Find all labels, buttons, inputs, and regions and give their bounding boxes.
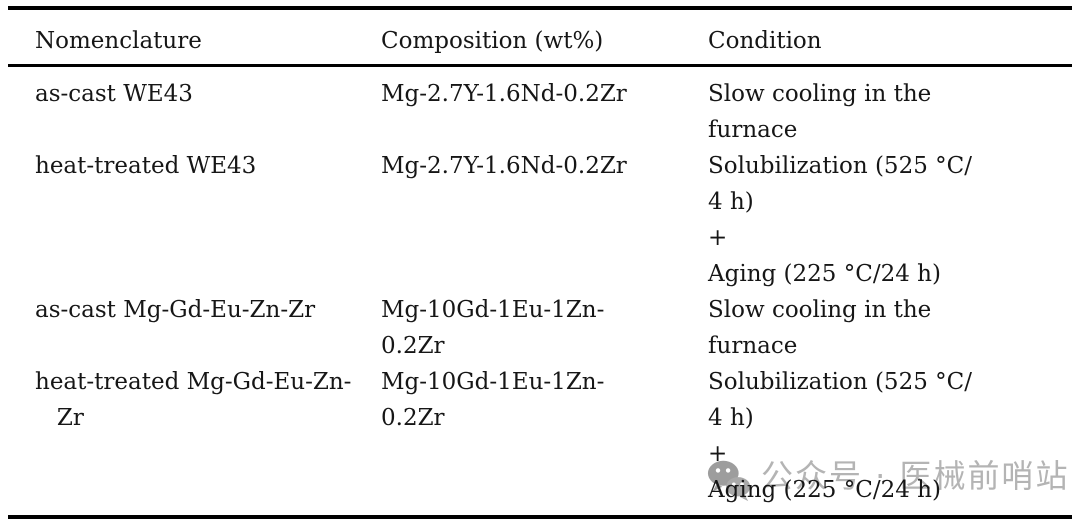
cell-nomenclature: as-cast Mg-Gd-Eu-Zn-Zr <box>35 297 316 323</box>
cell-composition: Mg-10Gd-1Eu-1Zn- 0.2Zr <box>381 297 605 359</box>
cell-condition: Solubilization (525 °C/ 4 h) + Aging (22… <box>708 153 972 287</box>
table-row: as-cast WE43 Mg-2.7Y-1.6Nd-0.2Zr Slow cool… <box>8 66 1072 149</box>
table-header-row: Nomenclature Composition (wt%) Condition <box>8 8 1072 67</box>
watermark-text: 公众号 · 医械前哨站 <box>761 457 1070 495</box>
materials-table: Nomenclature Composition (wt%) Condition… <box>8 6 1072 519</box>
cell-nomenclature: heat-treated Mg-Gd-Eu-Zn- Zr <box>35 369 352 431</box>
header-condition: Condition <box>708 8 1072 67</box>
cell-nomenclature: heat-treated WE43 <box>35 153 257 179</box>
header-nomenclature: Nomenclature <box>8 8 381 67</box>
table-row: as-cast Mg-Gd-Eu-Zn-Zr Mg-10Gd-1Eu-1Zn- 0… <box>8 292 1072 364</box>
watermark: 公众号 · 医械前哨站 <box>706 452 1070 508</box>
cell-nomenclature: as-cast WE43 <box>35 81 193 107</box>
cell-condition: Slow cooling in the furnace <box>708 297 932 359</box>
cell-composition: Mg-2.7Y-1.6Nd-0.2Zr <box>381 81 627 107</box>
cell-composition: Mg-10Gd-1Eu-1Zn- 0.2Zr <box>381 369 605 431</box>
table-body: as-cast WE43 Mg-2.7Y-1.6Nd-0.2Zr Slow cool… <box>8 66 1072 518</box>
table-row: heat-treated Mg-Gd-Eu-Zn- Zr Mg-10Gd-1Eu-… <box>8 364 1072 517</box>
table-row: heat-treated WE43 Mg-2.7Y-1.6Nd-0.2Zr Solu… <box>8 148 1072 292</box>
cell-condition: Solubilization (525 °C/ 4 h) + Aging (22… <box>708 369 972 503</box>
cell-condition: Slow cooling in the furnace <box>708 81 932 143</box>
wechat-icon <box>706 457 754 508</box>
header-composition: Composition (wt%) <box>381 8 708 67</box>
cell-composition: Mg-2.7Y-1.6Nd-0.2Zr <box>381 153 627 179</box>
